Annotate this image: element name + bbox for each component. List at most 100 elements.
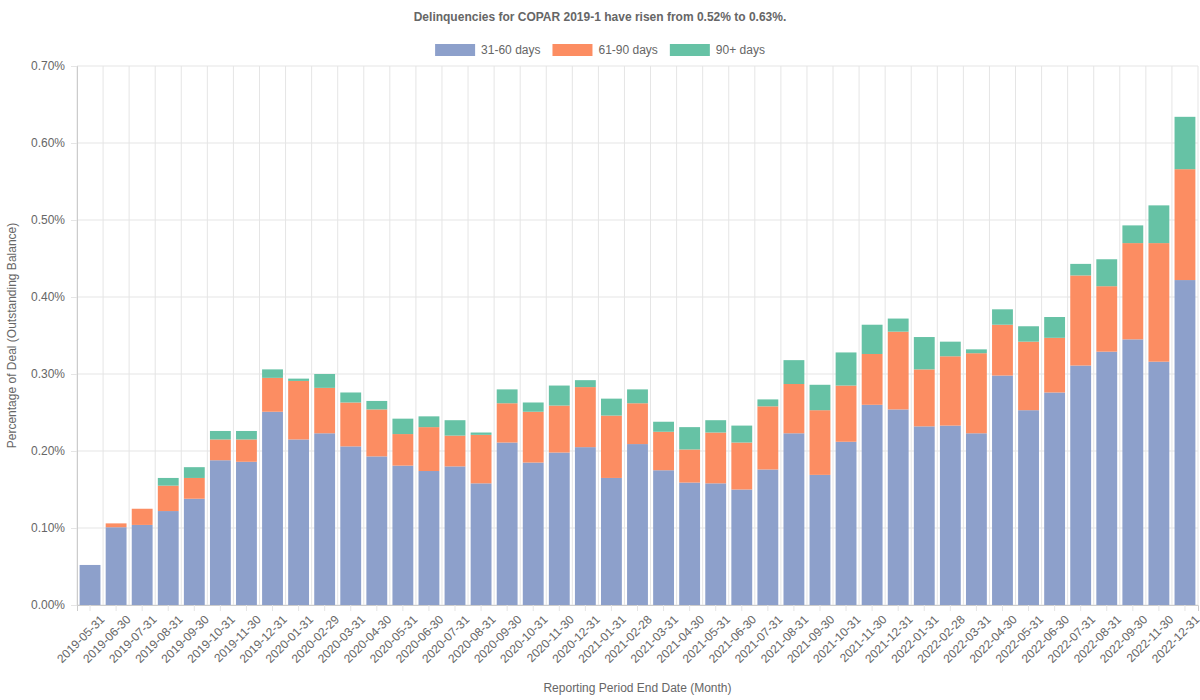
bar bbox=[679, 449, 700, 482]
x-grid-line bbox=[155, 66, 156, 605]
bar bbox=[340, 392, 361, 402]
bar bbox=[314, 374, 335, 388]
y-tick-label: 0.00% bbox=[31, 598, 65, 612]
bar bbox=[966, 353, 987, 433]
bar bbox=[653, 432, 674, 471]
bar bbox=[549, 406, 570, 453]
bar bbox=[757, 469, 778, 605]
x-axis-title: Reporting Period End Date (Month) bbox=[543, 681, 731, 695]
bar bbox=[1096, 259, 1117, 286]
legend-label: 31-60 days bbox=[481, 43, 540, 57]
bar bbox=[262, 369, 283, 377]
bar bbox=[992, 309, 1013, 324]
x-axis: 2019-05-312019-06-302019-07-312019-08-31… bbox=[54, 605, 1200, 666]
x-tick-mark bbox=[741, 605, 742, 611]
y-tick-mark bbox=[71, 451, 77, 452]
x-grid-line bbox=[728, 66, 729, 605]
bar bbox=[419, 416, 440, 427]
x-tick-mark bbox=[872, 605, 873, 611]
x-tick-mark bbox=[1106, 605, 1107, 611]
x-tick-mark bbox=[142, 605, 143, 611]
bar bbox=[836, 442, 857, 605]
bar bbox=[340, 446, 361, 605]
bar bbox=[679, 483, 700, 605]
bar bbox=[1018, 342, 1039, 411]
x-tick-mark bbox=[1028, 605, 1029, 611]
x-tick-mark bbox=[533, 605, 534, 611]
bar bbox=[601, 478, 622, 605]
x-tick-mark bbox=[246, 605, 247, 611]
y-grid-line bbox=[77, 143, 1198, 144]
bar bbox=[445, 436, 466, 467]
x-tick-mark bbox=[976, 605, 977, 611]
bar bbox=[445, 466, 466, 605]
legend-swatch bbox=[435, 44, 475, 56]
bar bbox=[132, 509, 153, 525]
y-tick-label: 0.50% bbox=[31, 213, 65, 227]
bar bbox=[1148, 362, 1169, 605]
x-grid-line bbox=[546, 66, 547, 605]
bar bbox=[836, 386, 857, 442]
x-tick-mark bbox=[767, 605, 768, 611]
x-tick-mark bbox=[194, 605, 195, 611]
bar bbox=[158, 511, 179, 605]
bar bbox=[783, 384, 804, 433]
bar bbox=[1175, 169, 1196, 280]
x-tick-mark bbox=[481, 605, 482, 611]
y-tick-mark bbox=[71, 220, 77, 221]
y-tick: 0.70% bbox=[31, 59, 77, 73]
bar bbox=[80, 565, 101, 605]
y-tick-label: 0.20% bbox=[31, 444, 65, 458]
bar bbox=[132, 525, 153, 605]
x-grid-line bbox=[963, 66, 964, 605]
x-tick-mark bbox=[637, 605, 638, 611]
bar bbox=[783, 360, 804, 384]
x-grid-line bbox=[1015, 66, 1016, 605]
x-grid-line bbox=[285, 66, 286, 605]
y-axis: 0.00%0.10%0.20%0.30%0.40%0.50%0.60%0.70% bbox=[31, 59, 78, 612]
bar bbox=[392, 466, 413, 605]
bar bbox=[471, 435, 492, 484]
x-grid-line bbox=[572, 66, 573, 605]
bar bbox=[549, 386, 570, 406]
y-tick: 0.30% bbox=[31, 367, 77, 381]
bar bbox=[966, 433, 987, 605]
bar bbox=[757, 399, 778, 406]
x-grid-line bbox=[911, 66, 912, 605]
bar bbox=[1148, 205, 1169, 243]
x-tick-mark bbox=[663, 605, 664, 611]
bar bbox=[1070, 366, 1091, 605]
bar bbox=[288, 439, 309, 605]
x-grid-line bbox=[233, 66, 234, 605]
x-tick-mark bbox=[428, 605, 429, 611]
bar bbox=[757, 406, 778, 469]
y-tick-label: 0.40% bbox=[31, 290, 65, 304]
grid bbox=[77, 66, 1198, 605]
x-tick-mark bbox=[559, 605, 560, 611]
bar bbox=[627, 403, 648, 444]
bar bbox=[679, 427, 700, 449]
x-tick-mark bbox=[116, 605, 117, 611]
x-tick-mark bbox=[350, 605, 351, 611]
bar bbox=[497, 443, 518, 605]
x-grid-line bbox=[754, 66, 755, 605]
x-tick-mark bbox=[1132, 605, 1133, 611]
bar bbox=[862, 325, 883, 354]
bar bbox=[184, 467, 205, 478]
bar bbox=[419, 427, 440, 471]
bar bbox=[940, 342, 961, 357]
x-tick-mark bbox=[324, 605, 325, 611]
y-tick-label: 0.30% bbox=[31, 367, 65, 381]
x-tick-mark bbox=[1184, 605, 1185, 611]
bar bbox=[601, 416, 622, 478]
bar bbox=[810, 475, 831, 605]
y-grid-line bbox=[77, 297, 1198, 298]
y-tick-label: 0.60% bbox=[31, 136, 65, 150]
legend-swatch bbox=[670, 44, 710, 56]
bar bbox=[575, 387, 596, 447]
bar bbox=[80, 564, 101, 565]
x-tick-mark bbox=[715, 605, 716, 611]
x-tick-mark bbox=[898, 605, 899, 611]
bar bbox=[653, 422, 674, 432]
x-grid-line bbox=[415, 66, 416, 605]
